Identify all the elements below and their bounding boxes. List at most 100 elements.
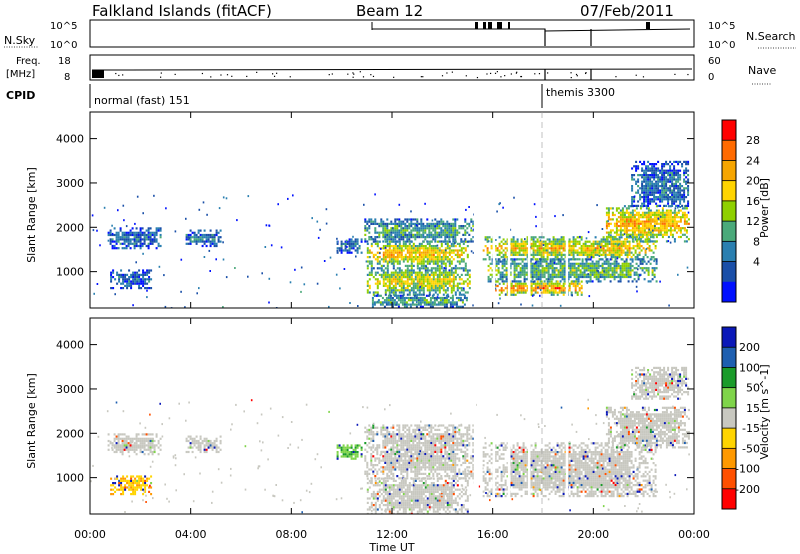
echo-cell	[647, 222, 650, 225]
echo-cell	[428, 282, 431, 285]
echo-cell	[586, 253, 589, 256]
echo-cell	[587, 267, 590, 270]
echo-cell	[430, 231, 433, 234]
echo-cell	[153, 238, 156, 241]
echo-cell	[661, 218, 664, 221]
echo-cell	[444, 262, 447, 265]
echo-cell	[653, 198, 656, 201]
echo-cell	[116, 273, 119, 276]
echo-cell	[368, 220, 371, 223]
echo-cell	[665, 211, 668, 214]
echo-cell	[574, 245, 577, 248]
echo-cell	[576, 284, 579, 288]
echo-cell	[366, 251, 369, 254]
echo-cell	[638, 253, 641, 256]
echo-cell	[599, 271, 602, 274]
echo-cell	[436, 260, 439, 263]
echo-cell	[209, 240, 212, 243]
scatter-echo	[268, 301, 270, 304]
echo-cell	[623, 269, 626, 272]
echo-cell	[464, 273, 467, 276]
echo-cell	[395, 294, 398, 297]
echo-cell	[675, 178, 678, 181]
echo-cell	[540, 253, 543, 256]
echo-cell	[128, 479, 131, 482]
echo-cell	[134, 278, 137, 281]
nsky-tick-bottom: 10^0	[50, 40, 77, 51]
echo-cell	[436, 264, 439, 267]
echo-cell	[671, 233, 674, 236]
echo-cell	[195, 442, 198, 445]
echo-cell	[148, 278, 151, 281]
echo-cell	[346, 448, 349, 451]
echo-cell	[416, 271, 419, 274]
scatter-echo	[289, 281, 292, 284]
scatter-echo	[96, 229, 98, 232]
echo-cell	[651, 182, 654, 185]
echo-cell	[519, 267, 522, 270]
echo-cell	[553, 260, 556, 263]
echo-cell	[647, 182, 650, 185]
echo-cell	[586, 249, 589, 252]
echo-cell	[537, 260, 540, 263]
echo-cell	[554, 284, 557, 288]
echo-cell	[414, 251, 417, 254]
echo-cell	[203, 233, 206, 237]
echo-cell	[402, 289, 405, 292]
nsearch-label: N.Search	[746, 30, 796, 43]
echo-cell	[629, 262, 632, 265]
echo-cell	[364, 457, 367, 460]
echo-cell	[378, 233, 381, 236]
echo-cell	[412, 264, 415, 267]
echo-cell	[503, 273, 506, 276]
echo-cell	[360, 240, 363, 243]
echo-cell	[669, 171, 672, 174]
echo-cell	[532, 251, 535, 254]
echo-cell	[637, 220, 640, 223]
echo-cell	[524, 289, 527, 292]
echo-cell	[585, 258, 588, 261]
echo-cell	[118, 488, 121, 491]
echo-cell	[536, 284, 539, 288]
echo-cell	[436, 289, 439, 292]
echo-cell	[148, 280, 151, 283]
echo-cell	[406, 256, 409, 259]
echo-cell	[494, 249, 497, 252]
echo-cell	[556, 293, 559, 296]
echo-cell	[585, 273, 588, 276]
echo-cell	[486, 253, 489, 256]
echo-cell	[607, 273, 610, 276]
echo-cell	[663, 182, 666, 185]
echo-cell	[647, 191, 650, 194]
echo-cell	[542, 242, 545, 245]
echo-cell	[635, 267, 638, 270]
echo-cell	[504, 247, 507, 250]
echo-cell	[209, 233, 212, 237]
nave-dot	[422, 76, 424, 78]
echo-cell	[512, 236, 515, 239]
echo-cell	[583, 262, 586, 265]
echo-cell	[679, 209, 682, 212]
echo-cell	[635, 240, 638, 243]
echo-cell	[609, 222, 612, 225]
echo-cell	[123, 439, 126, 443]
echo-cell	[673, 222, 676, 225]
echo-cell	[422, 287, 425, 290]
echo-cell	[436, 225, 439, 228]
echo-cell	[374, 457, 377, 460]
echo-cell	[579, 273, 582, 276]
scatter-echo	[196, 292, 198, 295]
echo-cell	[141, 231, 144, 234]
echo-cell	[548, 238, 551, 241]
echo-cell	[513, 275, 516, 279]
echo-cell	[466, 271, 469, 274]
echo-cell	[628, 253, 631, 256]
echo-cell	[571, 262, 574, 265]
echo-cell	[637, 191, 640, 194]
echo-cell	[410, 276, 413, 279]
echo-cell	[452, 242, 455, 245]
scatter-echo	[311, 217, 313, 220]
echo-cell	[460, 289, 463, 292]
echo-cell	[447, 299, 450, 302]
echo-cell	[450, 260, 453, 263]
